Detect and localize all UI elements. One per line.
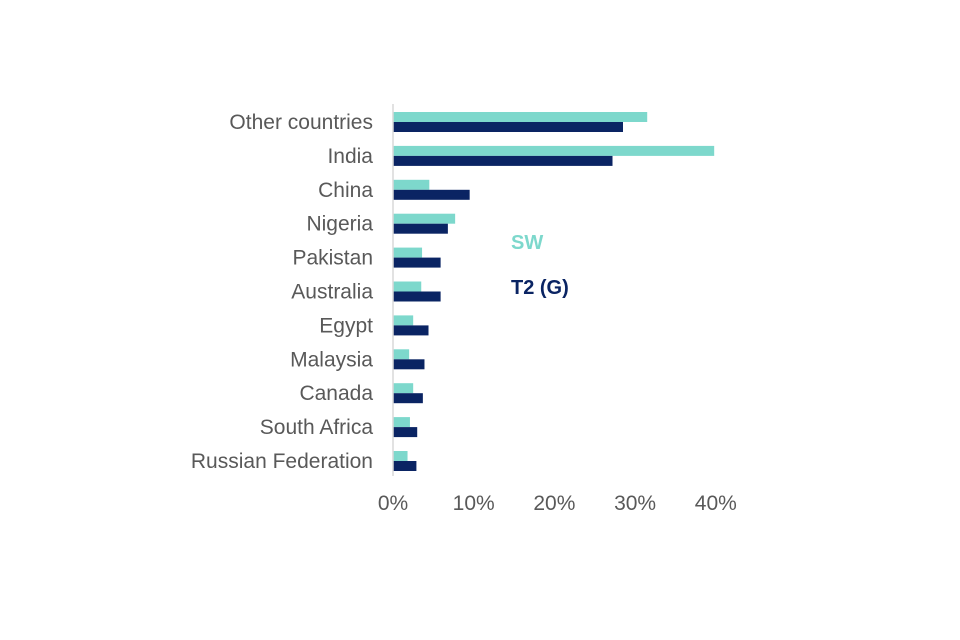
bar-sw-china — [393, 179, 430, 190]
bar-sw-canada — [393, 383, 414, 394]
x-tick-label: 10% — [453, 492, 495, 515]
bar-sw-malaysia — [393, 349, 410, 360]
category-label: Egypt — [319, 314, 373, 337]
legend-label-sw: SW — [511, 232, 543, 254]
bar-t2g-canada — [393, 393, 423, 404]
bar-sw-egypt — [393, 315, 414, 326]
bar-t2g-india — [393, 155, 613, 166]
bar-t2g-malaysia — [393, 359, 425, 370]
category-label: Australia — [291, 281, 373, 304]
x-tick-label: 20% — [533, 492, 575, 515]
category-label: Other countries — [229, 111, 373, 134]
category-label: Nigeria — [306, 213, 373, 236]
x-tick-label: 40% — [695, 492, 737, 515]
bar-sw-south-africa — [393, 417, 410, 428]
category-label: Malaysia — [290, 348, 373, 371]
bar-t2g-australia — [393, 291, 441, 302]
x-tick-label: 0% — [378, 492, 408, 515]
bar-sw-india — [393, 145, 715, 156]
bar-t2g-other-countries — [393, 122, 623, 132]
category-label: Pakistan — [292, 247, 373, 270]
bar-t2g-south-africa — [393, 427, 418, 438]
bar-sw-australia — [393, 281, 422, 292]
category-label: India — [327, 145, 373, 168]
bar-sw-nigeria — [393, 213, 456, 224]
bar-t2g-nigeria — [393, 223, 448, 234]
category-label: South Africa — [260, 416, 374, 439]
bar-t2g-pakistan — [393, 257, 441, 268]
category-label: Canada — [299, 382, 373, 405]
bar-sw-pakistan — [393, 247, 423, 258]
bar-t2g-china — [393, 189, 470, 200]
category-labels: Other countries India China Nigeria Pakistan… — [191, 111, 373, 473]
bar-t2g-russian-federation — [393, 461, 417, 471]
bar-t2g-egypt — [393, 325, 429, 336]
bars-group — [393, 112, 715, 471]
x-tick-labels: 0% 10% 20% 30% 40% — [378, 492, 737, 515]
x-tick-label: 30% — [614, 492, 656, 515]
bar-sw-other-countries — [393, 112, 648, 122]
category-label: China — [318, 179, 373, 202]
bar-sw-russian-federation — [393, 451, 408, 461]
legend-label-t2g: T2 (G) — [511, 277, 569, 299]
legend: SW T2 (G) — [511, 232, 569, 299]
category-label: Russian Federation — [191, 450, 373, 473]
